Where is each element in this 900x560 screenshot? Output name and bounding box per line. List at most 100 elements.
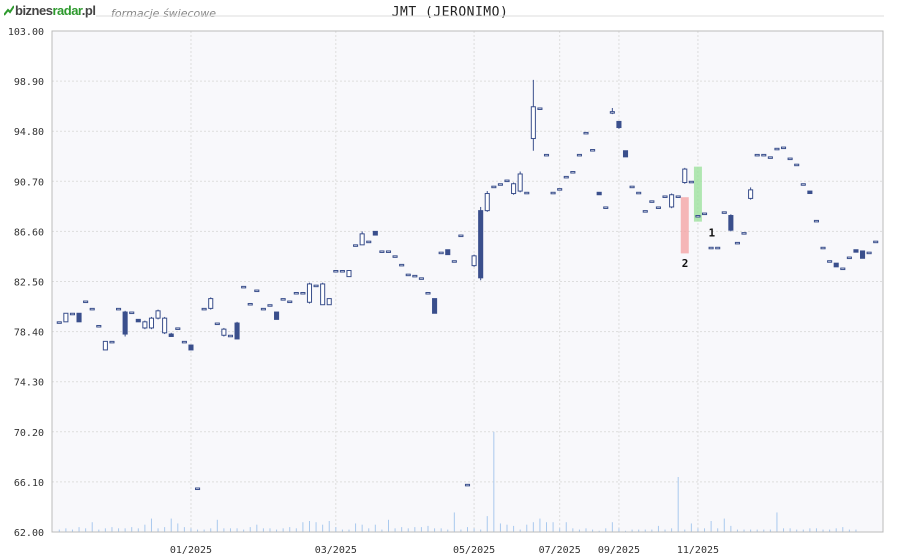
candle-up <box>524 191 530 195</box>
y-tick-label: 74.30 <box>14 378 44 389</box>
candle-up <box>129 311 135 315</box>
candle-up <box>392 255 398 258</box>
candle-down <box>122 311 128 335</box>
y-axis: 103.00 98.90 94.80 90.70 86.60 82.50 78.40 74.3… <box>8 27 44 539</box>
candle-up <box>346 270 352 278</box>
candle-up <box>583 131 589 135</box>
logo-text-radar: radar <box>52 3 82 18</box>
candle-down <box>853 249 859 253</box>
candle-up <box>873 240 879 244</box>
candle-up <box>412 274 418 278</box>
candle-up <box>175 327 181 330</box>
chart-subtitle: formacje świecowe <box>111 7 217 20</box>
candle-up <box>675 195 681 198</box>
candle-up <box>83 300 89 304</box>
candle-down <box>234 322 240 340</box>
candle-down <box>168 333 174 337</box>
candle-up <box>780 146 787 150</box>
y-tick-label: 62.00 <box>14 528 44 539</box>
candle-up <box>695 215 701 218</box>
y-tick-label: 103.00 <box>8 27 44 38</box>
candle-down <box>728 215 734 231</box>
candle-up <box>339 270 345 273</box>
candle-up <box>682 168 688 184</box>
candle-up <box>162 317 168 334</box>
candle-up <box>109 340 115 344</box>
candle-up <box>379 250 385 253</box>
candle-down <box>622 150 629 158</box>
candle-up <box>326 298 332 306</box>
candle-down <box>274 311 280 320</box>
candle-up <box>609 111 615 114</box>
pattern-label: 2 <box>682 257 689 270</box>
x-tick-label: 09/2025 <box>598 545 640 556</box>
pattern-annotations: 12 <box>682 227 716 271</box>
candle-up <box>366 240 372 244</box>
candle-up <box>511 183 517 195</box>
candle-up <box>201 307 207 311</box>
candle-up <box>148 317 155 329</box>
candle-up <box>96 324 102 328</box>
candle-up <box>89 307 95 311</box>
candle-up <box>761 153 767 157</box>
candle-up <box>813 219 819 223</box>
candle-up <box>741 232 747 235</box>
candle-up <box>629 185 635 189</box>
candle-up <box>827 260 833 263</box>
candle-up <box>636 191 642 195</box>
logo-text-biznes: biznes <box>15 3 53 18</box>
candle-up <box>142 321 148 329</box>
candle-up <box>399 263 405 267</box>
candle-up <box>425 291 431 295</box>
candle-up <box>570 171 576 174</box>
candle-up <box>102 340 108 351</box>
biznesradar-logo[interactable]: biznesradar.pl <box>4 3 96 18</box>
candle-up <box>333 270 339 273</box>
candle-up <box>787 157 793 161</box>
candle-up <box>56 321 62 324</box>
candles <box>56 79 879 491</box>
candle-up <box>484 193 490 212</box>
candle-up <box>701 212 708 216</box>
candle-down <box>859 250 866 259</box>
candle-up <box>353 244 359 247</box>
candle-down <box>807 190 813 195</box>
candle-up <box>563 175 569 179</box>
pattern-highlights <box>680 166 702 254</box>
candle-up <box>754 153 760 157</box>
logo-text-domain: .pl <box>81 3 96 18</box>
pattern-label: 1 <box>709 227 716 240</box>
candle-down <box>833 262 839 268</box>
candle-down <box>616 120 622 129</box>
y-tick-label: 94.80 <box>14 127 44 138</box>
x-tick-label: 01/2025 <box>170 545 212 556</box>
candle-up <box>155 310 161 319</box>
trend-arrow-icon <box>4 5 14 16</box>
candle-up <box>208 298 214 309</box>
candle-up <box>846 256 852 260</box>
candle-up <box>385 250 392 253</box>
candle-up <box>306 283 313 303</box>
y-tick-label: 66.10 <box>14 478 44 489</box>
candle-up <box>195 487 201 491</box>
candle-up <box>405 273 411 277</box>
candle-up <box>708 246 714 250</box>
candle-up <box>543 153 550 157</box>
candle-up <box>590 149 596 152</box>
candle-up <box>537 107 543 110</box>
candle-up <box>530 106 536 140</box>
candle-up <box>359 233 365 246</box>
pattern-highlight-bearish <box>680 197 689 254</box>
candle-down <box>76 312 82 323</box>
candle-up <box>734 241 740 245</box>
candle-up <box>662 195 668 198</box>
candle-up <box>247 302 253 306</box>
candle-up <box>214 322 220 326</box>
candle-up <box>748 189 754 199</box>
candle-down <box>478 210 484 279</box>
x-tick-label: 07/2025 <box>539 545 581 556</box>
candle-up <box>438 251 444 255</box>
candle-up <box>69 312 76 316</box>
candle-up <box>267 304 273 307</box>
candle-up <box>451 260 457 263</box>
